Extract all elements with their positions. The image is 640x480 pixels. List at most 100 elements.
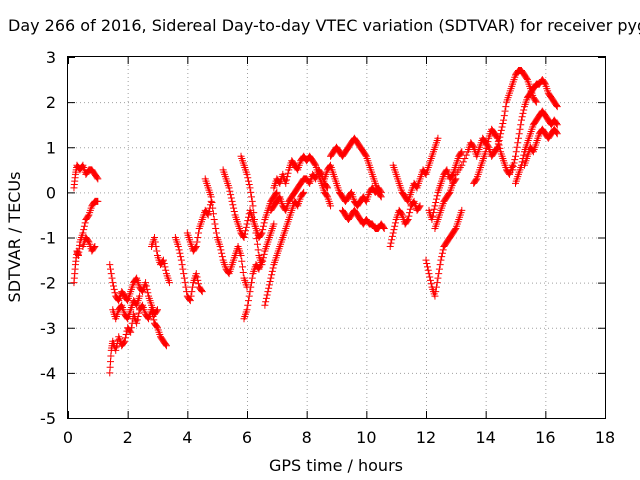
- data-point: [426, 273, 434, 281]
- data-point: [386, 243, 394, 251]
- y-tick-label: 0: [46, 183, 56, 202]
- data-point: [553, 103, 561, 111]
- data-point: [501, 107, 509, 115]
- data-point: [448, 171, 456, 179]
- data-point: [445, 190, 453, 198]
- data-point: [243, 220, 251, 228]
- data-point: [502, 103, 510, 111]
- data-point: [251, 222, 259, 230]
- data-point: [121, 337, 129, 345]
- data-point: [520, 106, 528, 114]
- data-point: [180, 274, 188, 282]
- data-point: [317, 169, 325, 177]
- data-point: [107, 270, 115, 278]
- data-point: [208, 199, 216, 207]
- data-point: [161, 263, 169, 271]
- plot-border: [67, 56, 606, 419]
- data-point: [195, 280, 203, 288]
- data-point: [500, 112, 508, 120]
- series-arc4: [106, 301, 170, 377]
- series-arc2: [70, 161, 102, 192]
- data-point: [192, 270, 200, 278]
- data-point: [510, 159, 518, 167]
- data-point: [228, 197, 236, 205]
- data-point: [268, 271, 276, 279]
- data-point: [174, 243, 182, 251]
- data-point: [204, 211, 212, 219]
- series-arc7: [148, 234, 173, 287]
- series-arc29: [512, 107, 561, 187]
- data-point: [142, 279, 150, 287]
- data-point: [245, 180, 253, 188]
- data-point: [541, 79, 549, 87]
- data-point: [136, 292, 144, 300]
- data-point: [434, 274, 442, 282]
- data-point: [186, 296, 194, 304]
- data-point: [188, 288, 196, 296]
- data-point: [265, 284, 273, 292]
- data-point: [239, 268, 247, 276]
- data-point: [79, 229, 87, 237]
- data-point: [229, 201, 237, 209]
- data-point: [242, 223, 250, 231]
- y-tick-label: -5: [40, 409, 56, 428]
- series-arc10: [201, 175, 251, 291]
- data-point: [515, 130, 523, 138]
- data-point: [380, 224, 388, 232]
- data-point: [389, 229, 397, 237]
- data-point: [472, 176, 480, 184]
- series-arc24: [431, 175, 460, 232]
- data-point: [327, 202, 335, 210]
- data-point: [252, 229, 260, 237]
- data-point: [324, 184, 332, 192]
- data-point: [216, 243, 224, 251]
- data-point: [248, 197, 256, 205]
- data-point: [108, 274, 116, 282]
- data-point: [126, 327, 134, 335]
- data-point: [248, 274, 256, 282]
- data-point: [247, 283, 255, 291]
- data-point: [162, 341, 170, 349]
- data-point: [143, 285, 151, 293]
- data-point: [211, 220, 219, 228]
- data-point: [433, 192, 441, 200]
- data-point: [178, 261, 186, 269]
- data-point: [273, 188, 281, 196]
- data-point: [239, 263, 247, 271]
- series-arc1: [70, 197, 102, 287]
- data-point: [512, 148, 520, 156]
- data-point: [177, 253, 185, 261]
- data-point: [263, 291, 271, 299]
- data-point: [120, 338, 128, 346]
- data-point: [153, 247, 161, 255]
- data-point: [257, 230, 265, 238]
- data-point: [144, 289, 152, 297]
- x-axis-label: GPS time / hours: [269, 456, 403, 475]
- data-point: [265, 281, 273, 289]
- data-point: [80, 226, 88, 234]
- data-point: [516, 125, 524, 133]
- data-point: [81, 219, 89, 227]
- data-point: [416, 202, 424, 210]
- data-point: [439, 246, 447, 254]
- data-point: [484, 138, 492, 146]
- data-point: [426, 276, 434, 284]
- data-point: [423, 259, 431, 267]
- data-point: [423, 263, 431, 271]
- y-tick-label: 1: [46, 138, 56, 157]
- data-point: [283, 176, 291, 184]
- series-arc18: [327, 134, 385, 201]
- data-point: [237, 252, 245, 260]
- data-point: [433, 279, 441, 287]
- data-point: [238, 257, 246, 265]
- x-tick-label: 14: [475, 428, 495, 447]
- data-point: [245, 292, 253, 300]
- data-point: [553, 121, 561, 129]
- data-point: [160, 259, 168, 267]
- data-point: [514, 134, 522, 142]
- data-point: [553, 129, 561, 137]
- data-point: [513, 143, 521, 151]
- data-point: [532, 98, 540, 106]
- series-arc6: [109, 292, 144, 323]
